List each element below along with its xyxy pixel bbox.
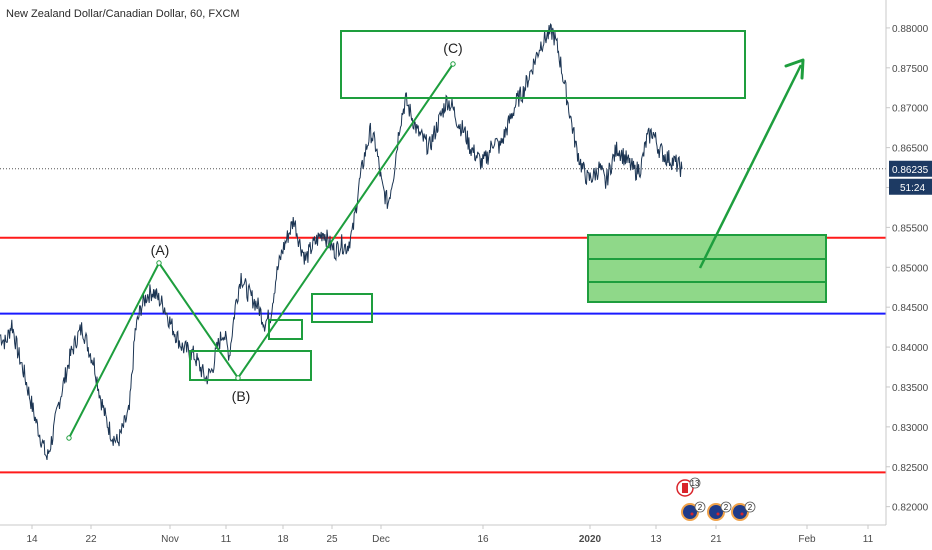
wave-label: (C) xyxy=(443,40,462,56)
x-tick-label: 13 xyxy=(650,534,662,545)
event-count: 2 xyxy=(748,503,753,512)
maple-leaf-icon xyxy=(682,483,688,493)
y-tick-label: 0.84500 xyxy=(892,303,929,314)
price-line xyxy=(0,22,683,460)
canada-flag-icon[interactable]: 13 xyxy=(676,477,701,497)
flag-star-icon xyxy=(740,512,744,516)
x-tick-label: 2020 xyxy=(579,534,602,545)
economic-events[interactable]: 13 2 2 2 xyxy=(676,477,756,521)
wave-node xyxy=(66,435,72,441)
projection-arrow xyxy=(698,64,803,269)
countdown-badge xyxy=(889,178,932,195)
event-count: 13 xyxy=(691,479,700,488)
time-axis[interactable]: 14 22 Nov 11 18 25 Dec 16 2020 13 21 Feb 11 xyxy=(26,525,874,545)
event-count-badge xyxy=(689,477,701,489)
x-tick-label: 11 xyxy=(221,534,232,545)
arrow-head-icon xyxy=(784,58,805,80)
flag-star-icon xyxy=(690,512,694,516)
x-tick-label: Feb xyxy=(798,534,816,545)
x-tick-label: 21 xyxy=(710,534,722,545)
nz-flag-icon[interactable]: 2 xyxy=(731,501,756,521)
event-count-badge xyxy=(744,501,756,513)
nz-flag-icon[interactable]: 2 xyxy=(681,501,706,521)
x-tick-label: 16 xyxy=(477,534,489,545)
event-count: 2 xyxy=(698,503,703,512)
event-count-badge xyxy=(720,501,732,513)
supply-zone xyxy=(340,30,746,99)
x-tick-label: 25 xyxy=(326,534,338,545)
plot-area[interactable]: (A) (B) (C) xyxy=(0,22,886,474)
last-price-badge xyxy=(889,160,932,177)
y-tick-label: 0.83500 xyxy=(892,383,929,394)
wave-path xyxy=(68,63,454,439)
wave-label: (A) xyxy=(151,242,170,258)
last-price-value: 0.86235 xyxy=(892,165,929,176)
y-tick-label: 0.82500 xyxy=(892,463,929,474)
y-tick-label: 0.82000 xyxy=(892,503,929,514)
y-tick-label: 0.86500 xyxy=(892,144,929,155)
x-tick-label: Nov xyxy=(161,534,179,545)
x-tick-label: 14 xyxy=(26,534,38,545)
chart-title: New Zealand Dollar/Canadian Dollar, 60, … xyxy=(6,8,240,20)
demand-zone xyxy=(587,234,827,303)
y-tick-label: 0.87000 xyxy=(892,104,929,115)
x-tick-label: Dec xyxy=(372,534,390,545)
wave-node xyxy=(156,260,162,266)
x-tick-label: 11 xyxy=(863,534,874,545)
wave-node xyxy=(235,375,241,381)
nz-flag-icon[interactable]: 2 xyxy=(707,501,732,521)
price-badges: 0.86235 51:24 xyxy=(889,160,932,195)
support-box xyxy=(189,350,312,381)
wave-node xyxy=(450,61,456,67)
flag-star-icon xyxy=(716,512,720,516)
event-count-badge xyxy=(694,501,706,513)
event-count: 2 xyxy=(724,503,729,512)
y-tick-label: 0.87500 xyxy=(892,64,929,75)
y-tick-label: 0.85500 xyxy=(892,223,929,234)
breakout-box xyxy=(268,319,303,340)
y-tick-label: 0.85000 xyxy=(892,263,929,274)
x-tick-label: 18 xyxy=(277,534,289,545)
retest-box xyxy=(311,293,373,323)
y-tick-label: 0.83000 xyxy=(892,423,929,434)
wave-label: (B) xyxy=(232,388,251,404)
countdown-value: 51:24 xyxy=(900,183,925,194)
y-tick-label: 0.84000 xyxy=(892,343,929,354)
y-tick-label: 0.88000 xyxy=(892,24,929,35)
x-tick-label: 22 xyxy=(85,534,97,545)
